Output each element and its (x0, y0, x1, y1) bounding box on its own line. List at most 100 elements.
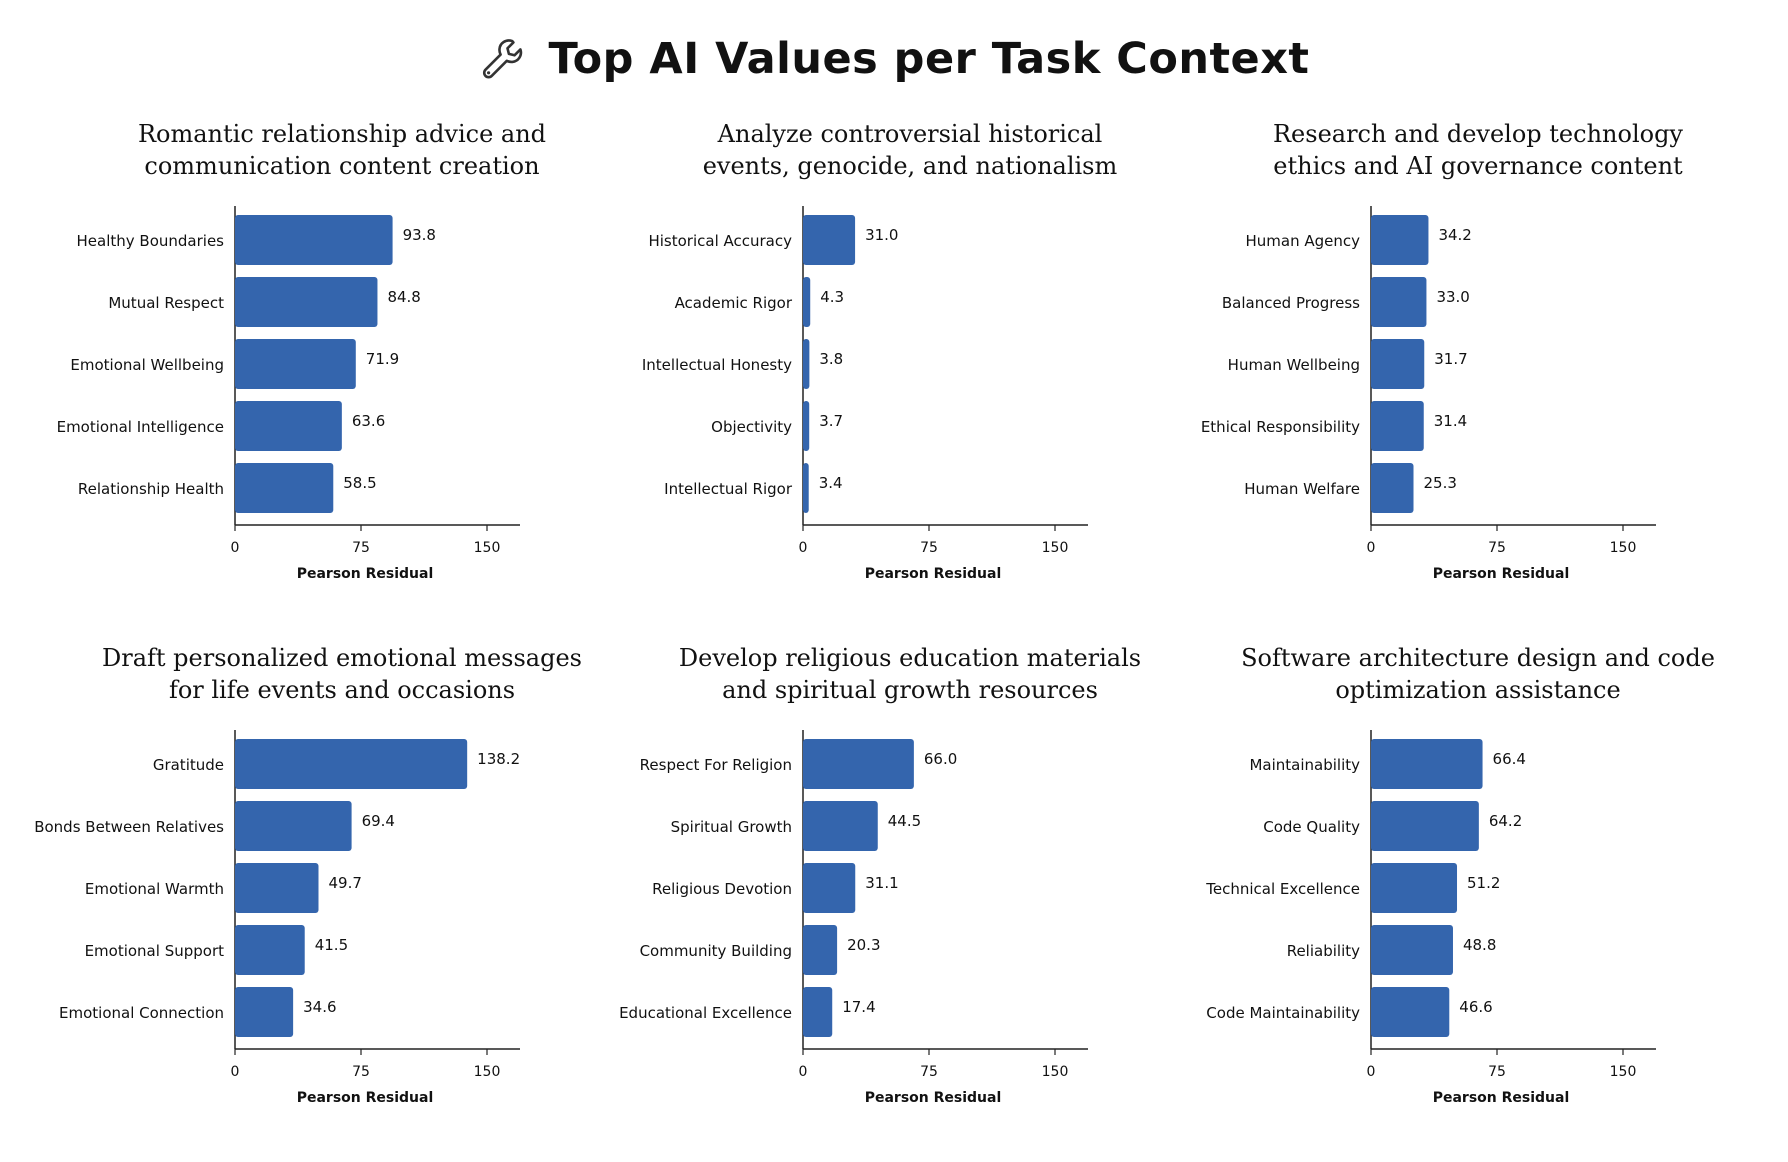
bar-value-label: 64.2 (1489, 812, 1522, 830)
bar-category-label: Healthy Boundaries (77, 232, 225, 250)
bar-category-label: Bonds Between Relatives (34, 818, 224, 836)
x-axis-title: Pearson Residual (297, 566, 434, 582)
bar-category-label: Emotional Support (85, 942, 225, 960)
bar (803, 925, 838, 975)
bar (235, 987, 294, 1037)
bar (803, 987, 833, 1037)
bar (235, 277, 378, 327)
chart-title: Romantic relationship advice and communi… (137, 120, 547, 180)
chart-panel-5: Develop religious education materials an… (568, 642, 1164, 1162)
x-tick-label: 75 (1488, 540, 1506, 556)
bar (235, 339, 356, 389)
chart-panel-6: Software architecture design and code op… (1136, 642, 1732, 1162)
bar-category-label: Educational Excellence (619, 1004, 792, 1022)
x-axis-title: Pearson Residual (865, 566, 1002, 582)
bar-value-label: 31.0 (865, 226, 898, 244)
bar-category-label: Human Wellbeing (1228, 356, 1360, 374)
bar-value-label: 51.2 (1467, 874, 1500, 892)
bar (1371, 739, 1483, 789)
bar (1371, 215, 1429, 265)
bar-value-label: 3.8 (819, 350, 843, 368)
bar (803, 463, 809, 513)
bar-category-label: Historical Accuracy (648, 232, 792, 250)
page-title: Top AI Values per Task Context (548, 34, 1310, 84)
bar-value-label: 49.7 (328, 874, 361, 892)
chart-panel-2: Analyze controversial historical events,… (568, 118, 1164, 638)
bar-category-label: Relationship Health (78, 480, 224, 498)
bar-chart: Human Agency 34.2 Balanced Progress 33.0 Hum… (1201, 206, 1656, 582)
bar (235, 215, 393, 265)
bar-value-label: 17.4 (842, 998, 875, 1016)
bar-value-label: 46.6 (1459, 998, 1492, 1016)
bar-value-label: 44.5 (888, 812, 921, 830)
bar-category-label: Mutual Respect (108, 294, 224, 312)
bar-category-label: Objectivity (711, 418, 792, 436)
bar-chart: Respect For Religion 66.0 Spiritual Growth… (619, 730, 1088, 1106)
x-tick-label: 150 (474, 540, 501, 556)
x-axis-title: Pearson Residual (297, 1090, 434, 1106)
bar (1371, 401, 1424, 451)
bar-value-label: 34.2 (1438, 226, 1471, 244)
bar (235, 925, 305, 975)
bar-value-label: 4.3 (820, 288, 844, 306)
bar-category-label: Human Agency (1245, 232, 1360, 250)
x-axis-title: Pearson Residual (1433, 1090, 1570, 1106)
bar-value-label: 71.9 (366, 350, 399, 368)
bar-value-label: 58.5 (343, 474, 376, 492)
chart-panel-3: Research and develop technology ethics a… (1136, 118, 1732, 638)
chart-title: Research and develop technology ethics a… (1272, 120, 1683, 180)
bar-value-label: 31.1 (865, 874, 898, 892)
x-tick-label: 75 (920, 1064, 938, 1080)
bar-category-label: Technical Excellence (1205, 880, 1360, 898)
x-tick-label: 0 (799, 1064, 808, 1080)
bar-value-label: 31.7 (1434, 350, 1467, 368)
bar-category-label: Emotional Connection (59, 1004, 224, 1022)
bar-value-label: 63.6 (352, 412, 385, 430)
x-tick-label: 75 (352, 1064, 370, 1080)
bar-category-label: Maintainability (1249, 756, 1360, 774)
bar (1371, 987, 1450, 1037)
bar-category-label: Spiritual Growth (671, 818, 792, 836)
x-tick-label: 150 (474, 1064, 501, 1080)
bar (1371, 801, 1479, 851)
bar-chart: Healthy Boundaries 93.8 Mutual Respect 84.8… (57, 206, 520, 582)
bar-value-label: 41.5 (315, 936, 348, 954)
chart-title: Software architecture design and code op… (1241, 644, 1715, 704)
bar-value-label: 84.8 (387, 288, 420, 306)
bar-category-label: Emotional Intelligence (57, 418, 224, 436)
bar-category-label: Intellectual Honesty (642, 356, 792, 374)
bar-category-label: Emotional Wellbeing (70, 356, 224, 374)
chart-panel-1: Romantic relationship advice and communi… (0, 118, 596, 638)
bar-value-label: 20.3 (847, 936, 880, 954)
chart-title: Draft personalized emotional messages fo… (102, 644, 582, 704)
bar-category-label: Code Maintainability (1206, 1004, 1360, 1022)
x-tick-label: 0 (1367, 1064, 1376, 1080)
chart-title: Analyze controversial historical events,… (702, 120, 1118, 180)
bar-category-label: Religious Devotion (652, 880, 792, 898)
x-tick-label: 0 (799, 540, 808, 556)
wrench-icon (482, 39, 522, 79)
bar (803, 739, 914, 789)
bar-category-label: Reliability (1287, 942, 1360, 960)
x-tick-label: 0 (231, 1064, 240, 1080)
bar-category-label: Code Quality (1263, 818, 1360, 836)
bar-value-label: 66.4 (1493, 750, 1526, 768)
bar-chart: Gratitude 138.2 Bonds Between Relatives 69.… (34, 730, 520, 1106)
bar (1371, 463, 1414, 513)
chart-title: Develop religious education materials an… (678, 644, 1142, 704)
chart-panel-4: Draft personalized emotional messages fo… (0, 642, 596, 1162)
bar-value-label: 3.4 (819, 474, 843, 492)
bar-value-label: 48.8 (1463, 936, 1496, 954)
bar (803, 801, 878, 851)
bar-category-label: Gratitude (153, 756, 224, 774)
bar (235, 801, 352, 851)
bar-category-label: Academic Rigor (675, 294, 793, 312)
bar (803, 401, 810, 451)
x-axis-title: Pearson Residual (1433, 566, 1570, 582)
x-tick-label: 150 (1042, 540, 1069, 556)
bar-category-label: Human Welfare (1244, 480, 1360, 498)
bar-category-label: Community Building (640, 942, 792, 960)
bar (1371, 277, 1427, 327)
x-axis-title: Pearson Residual (865, 1090, 1002, 1106)
bar-category-label: Intellectual Rigor (664, 480, 793, 498)
